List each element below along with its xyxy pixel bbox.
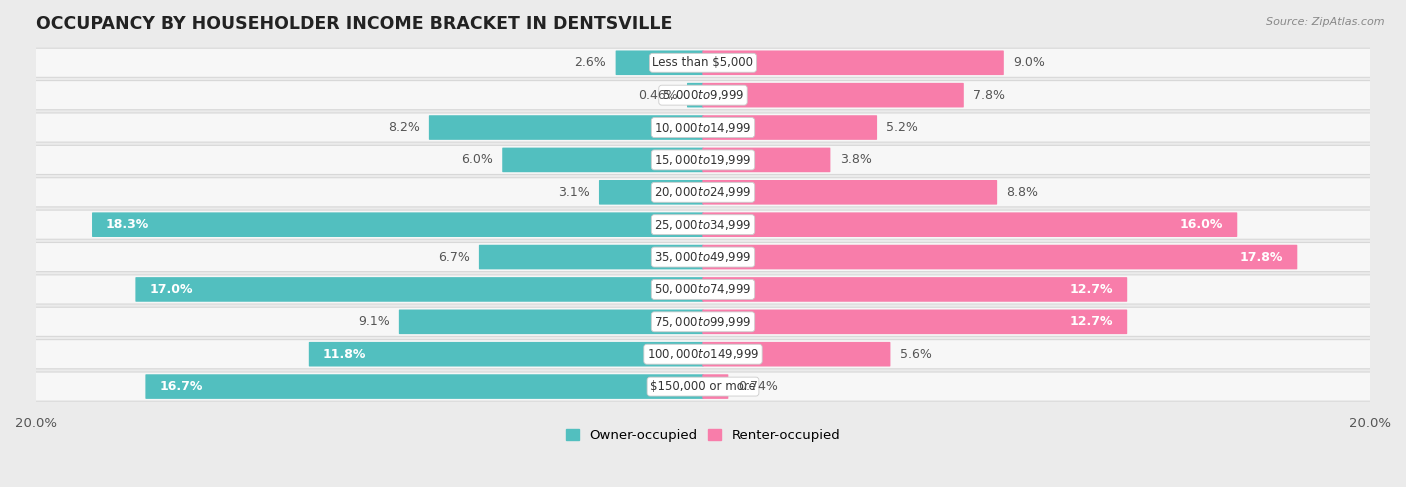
FancyBboxPatch shape <box>703 83 963 108</box>
Text: $20,000 to $24,999: $20,000 to $24,999 <box>654 185 752 199</box>
FancyBboxPatch shape <box>35 210 1371 239</box>
Text: $75,000 to $99,999: $75,000 to $99,999 <box>654 315 752 329</box>
Legend: Owner-occupied, Renter-occupied: Owner-occupied, Renter-occupied <box>560 423 846 447</box>
FancyBboxPatch shape <box>599 180 703 205</box>
FancyBboxPatch shape <box>703 310 1128 334</box>
FancyBboxPatch shape <box>703 180 997 205</box>
Text: Source: ZipAtlas.com: Source: ZipAtlas.com <box>1267 17 1385 27</box>
Text: Less than $5,000: Less than $5,000 <box>652 56 754 69</box>
FancyBboxPatch shape <box>703 277 1128 302</box>
Text: 17.8%: 17.8% <box>1240 250 1284 263</box>
Text: 18.3%: 18.3% <box>105 218 149 231</box>
Text: $25,000 to $34,999: $25,000 to $34,999 <box>654 218 752 232</box>
FancyBboxPatch shape <box>703 148 831 172</box>
Text: 3.1%: 3.1% <box>558 186 589 199</box>
Text: OCCUPANCY BY HOUSEHOLDER INCOME BRACKET IN DENTSVILLE: OCCUPANCY BY HOUSEHOLDER INCOME BRACKET … <box>37 15 672 33</box>
FancyBboxPatch shape <box>35 113 1371 142</box>
FancyBboxPatch shape <box>35 48 1371 77</box>
FancyBboxPatch shape <box>35 339 1371 369</box>
FancyBboxPatch shape <box>479 245 703 269</box>
Text: 6.7%: 6.7% <box>437 250 470 263</box>
Text: 5.6%: 5.6% <box>900 348 932 361</box>
Text: 2.6%: 2.6% <box>575 56 606 69</box>
Text: $5,000 to $9,999: $5,000 to $9,999 <box>662 88 744 102</box>
Text: 6.0%: 6.0% <box>461 153 494 167</box>
FancyBboxPatch shape <box>35 243 1371 272</box>
FancyBboxPatch shape <box>703 115 877 140</box>
Text: $50,000 to $74,999: $50,000 to $74,999 <box>654 282 752 297</box>
Text: 17.0%: 17.0% <box>149 283 193 296</box>
Text: $10,000 to $14,999: $10,000 to $14,999 <box>654 121 752 134</box>
Text: $100,000 to $149,999: $100,000 to $149,999 <box>647 347 759 361</box>
Text: 8.2%: 8.2% <box>388 121 419 134</box>
Text: 5.2%: 5.2% <box>886 121 918 134</box>
FancyBboxPatch shape <box>703 51 1004 75</box>
FancyBboxPatch shape <box>703 212 1237 237</box>
FancyBboxPatch shape <box>703 375 728 399</box>
FancyBboxPatch shape <box>703 342 890 367</box>
Text: 0.46%: 0.46% <box>638 89 678 102</box>
FancyBboxPatch shape <box>309 342 703 367</box>
FancyBboxPatch shape <box>429 115 703 140</box>
FancyBboxPatch shape <box>135 277 703 302</box>
Text: 16.7%: 16.7% <box>159 380 202 393</box>
FancyBboxPatch shape <box>35 307 1371 337</box>
Text: 3.8%: 3.8% <box>839 153 872 167</box>
Text: 9.1%: 9.1% <box>357 315 389 328</box>
FancyBboxPatch shape <box>688 83 703 108</box>
Text: $150,000 or more: $150,000 or more <box>650 380 756 393</box>
Text: 12.7%: 12.7% <box>1070 283 1114 296</box>
FancyBboxPatch shape <box>35 80 1371 110</box>
Text: $35,000 to $49,999: $35,000 to $49,999 <box>654 250 752 264</box>
FancyBboxPatch shape <box>502 148 703 172</box>
FancyBboxPatch shape <box>35 145 1371 174</box>
Text: 7.8%: 7.8% <box>973 89 1005 102</box>
FancyBboxPatch shape <box>616 51 703 75</box>
Text: 11.8%: 11.8% <box>323 348 366 361</box>
Text: 0.74%: 0.74% <box>738 380 778 393</box>
FancyBboxPatch shape <box>35 372 1371 401</box>
FancyBboxPatch shape <box>35 275 1371 304</box>
FancyBboxPatch shape <box>35 178 1371 207</box>
FancyBboxPatch shape <box>703 245 1298 269</box>
Text: $15,000 to $19,999: $15,000 to $19,999 <box>654 153 752 167</box>
FancyBboxPatch shape <box>91 212 703 237</box>
FancyBboxPatch shape <box>399 310 703 334</box>
FancyBboxPatch shape <box>145 375 703 399</box>
Text: 8.8%: 8.8% <box>1007 186 1039 199</box>
Text: 9.0%: 9.0% <box>1014 56 1045 69</box>
Text: 12.7%: 12.7% <box>1070 315 1114 328</box>
Text: 16.0%: 16.0% <box>1180 218 1223 231</box>
